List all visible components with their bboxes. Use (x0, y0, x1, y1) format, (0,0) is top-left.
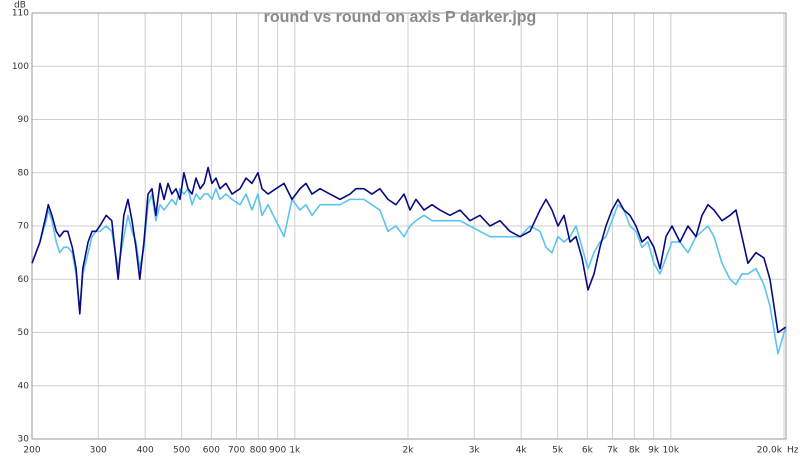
x-tick-label: 300 (90, 446, 107, 456)
grid (31, 12, 786, 440)
y-tick-label: 60 (18, 275, 30, 285)
x-tick-label: 600 (203, 446, 220, 456)
x-tick-label: 400 (137, 446, 154, 456)
x-tick-label: 2k (403, 446, 415, 456)
x-tick-label: 700 (228, 446, 245, 456)
y-tick-label: 50 (18, 328, 30, 338)
x-tick-label: 10k (662, 446, 679, 456)
x-tick-label: 5k (552, 446, 564, 456)
x-tick-label: 8k (629, 446, 641, 456)
y-tick-label: 40 (18, 381, 30, 391)
plot (31, 166, 787, 355)
y-tick-label: 30 (18, 435, 30, 445)
x-tick-label: 7k (607, 446, 619, 456)
x-tick-label: 20.0k (757, 446, 783, 456)
x-tick-label: 3k (469, 446, 481, 456)
x-tick-label: 900 (269, 446, 286, 456)
x-tick-label: 1k (289, 446, 301, 456)
y-axis-label: dB (14, 1, 26, 11)
x-tick-label: 800 (250, 446, 267, 456)
chart-title: round vs round on axis P darker.jpg (264, 9, 537, 26)
y-tick-label: 90 (18, 115, 30, 125)
x-axis-label: Hz (787, 446, 799, 456)
plot-frame (31, 12, 787, 440)
x-tick-label: 4k (516, 446, 528, 456)
x-tick-label: 200 (23, 446, 40, 456)
series-line (31, 166, 787, 334)
y-tick-label: 110 (12, 9, 29, 19)
x-tick-label: 6k (582, 446, 594, 456)
y-tick-label: 100 (12, 62, 29, 72)
y-tick-label: 80 (18, 168, 30, 178)
x-tick-label: 500 (173, 446, 190, 456)
series-line (31, 187, 787, 355)
y-tick-label: 70 (18, 222, 30, 232)
x-tick-label: 9k (648, 446, 660, 456)
